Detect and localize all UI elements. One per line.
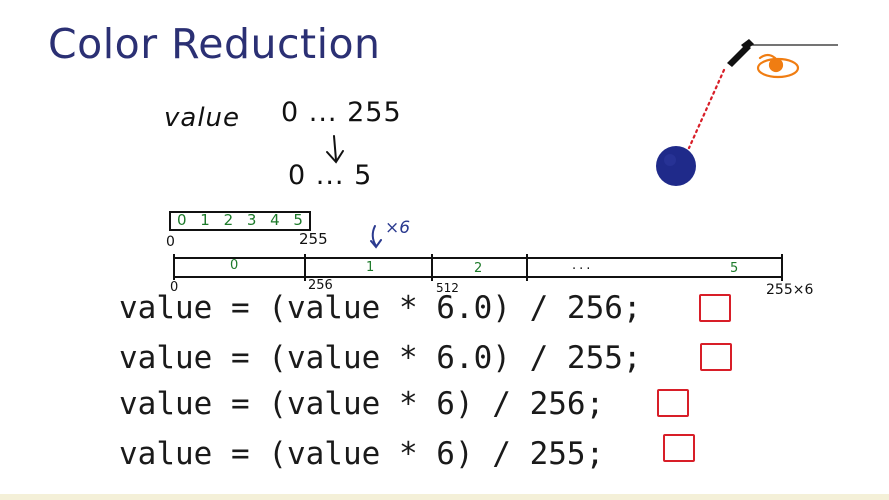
slide-title: Color Reduction [48, 20, 381, 68]
big-bar-segment: 5 [730, 261, 739, 276]
orange-swirl-icon [756, 53, 800, 79]
big-bar-tick: 256 [308, 278, 333, 293]
option-code: value = (value * 6.0) / 256; [119, 290, 642, 326]
range-reduced: 0 ... 5 [288, 160, 373, 191]
dropper-icon [727, 39, 838, 67]
big-bar-segment: 2 [474, 261, 483, 276]
option-checkbox[interactable] [663, 434, 695, 462]
option-checkbox[interactable] [700, 343, 732, 371]
big-bar-segment: ... [572, 258, 594, 273]
option-checkbox[interactable] [657, 389, 689, 417]
range-original: 0 ... 255 [281, 97, 402, 128]
scale-arrow-icon [370, 225, 382, 249]
small-range-bar [169, 211, 311, 231]
small-bar-label: 4 [270, 211, 280, 229]
value-label: value [164, 103, 241, 133]
down-arrow-icon [326, 135, 344, 164]
big-bar-tick: 512 [436, 281, 459, 295]
big-bar-segment: 1 [366, 260, 375, 275]
option-code: value = (value * 6) / 255; [119, 436, 605, 472]
scale-note: ×6 [385, 218, 411, 238]
small-bar-start: 0 [166, 234, 175, 250]
big-bar-end: 255×6 [766, 282, 814, 298]
dotted-path [687, 68, 726, 150]
ball-icon [656, 146, 696, 186]
option-checkbox[interactable] [699, 294, 731, 322]
small-bar-label: 2 [223, 211, 234, 229]
big-range-bar [173, 254, 783, 281]
big-bar-start: 0 [170, 280, 179, 295]
footer-strip [0, 494, 889, 500]
small-bar-label: 5 [293, 211, 303, 229]
big-bar-segment: 0 [230, 258, 239, 273]
option-code: value = (value * 6) / 256; [119, 386, 605, 422]
small-bar-label: 0 [177, 211, 187, 229]
small-bar-label: 1 [200, 211, 210, 229]
small-bar-end: 255 [299, 230, 328, 248]
small-bar-labels: 0 1 2 3 4 5 [173, 211, 307, 231]
small-bar-label: 3 [246, 211, 257, 229]
option-code: value = (value * 6.0) / 255; [119, 340, 642, 376]
